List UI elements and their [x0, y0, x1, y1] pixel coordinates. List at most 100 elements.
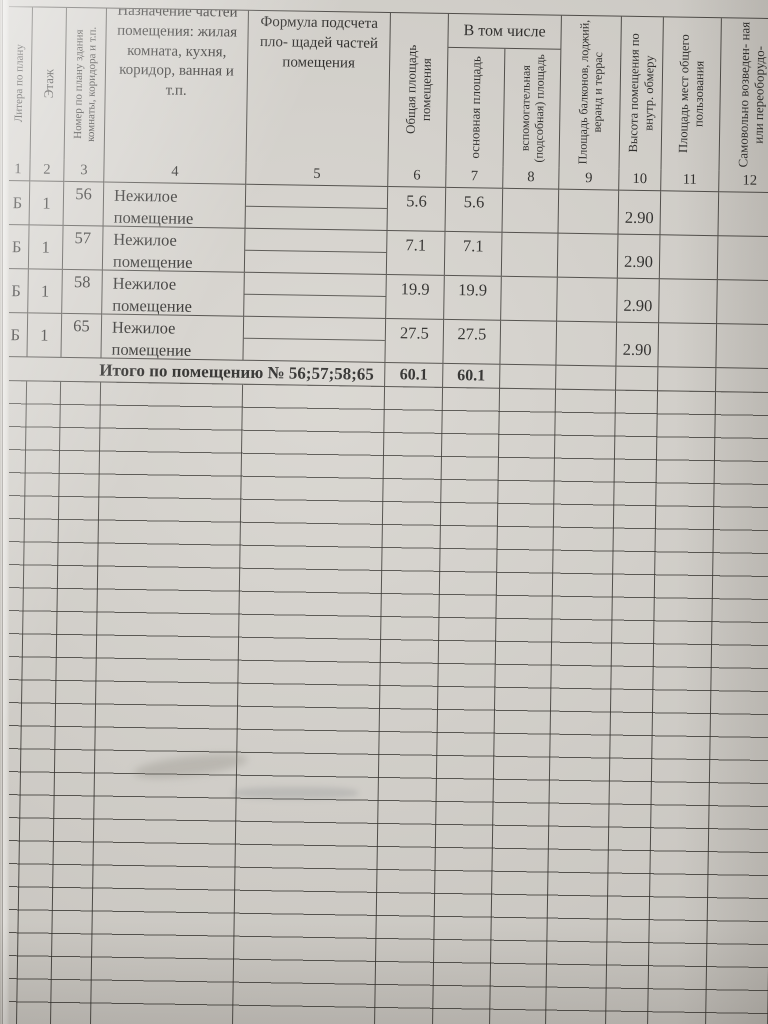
- total-common-area: [658, 367, 717, 393]
- cell-purpose: Нежилое помещение: [102, 270, 245, 317]
- header-formula-label: Формула подсчета пло- щадей частей помещ…: [259, 13, 379, 72]
- cell-unauthorized: [717, 280, 768, 326]
- cell-number: 58: [62, 269, 103, 315]
- header-floor: Этаж: [30, 7, 67, 160]
- cell-floor: 1: [29, 181, 65, 226]
- cell-unauthorized: [717, 236, 768, 282]
- ghost-bleedthrough-smudge: [233, 787, 358, 799]
- cell-number: 56: [63, 181, 105, 227]
- empty-col: [432, 387, 501, 1024]
- header-common-area-label: Площадь мест общего пользования: [675, 34, 706, 154]
- cell-formula: [245, 184, 389, 231]
- empty-col: [489, 388, 557, 1024]
- cell-main-area: 19.9: [444, 275, 502, 321]
- floor-areas-table: Литера по плану Этаж Номер по плану здан…: [0, 6, 768, 1024]
- page-edge-line: [2, 0, 3, 1024]
- header-unauthorized-label: Самовольно возведен- ная или переоборудо…: [734, 21, 767, 168]
- cell-floor: 1: [27, 313, 63, 358]
- cell-height: 2.90: [617, 234, 661, 280]
- header-group-including-label: В том числе: [448, 13, 562, 50]
- cell-floor: 1: [28, 269, 63, 314]
- cell-common-area: [659, 235, 719, 281]
- cell-height: 2.90: [618, 190, 662, 236]
- header-total-area-label: Общая площадь помещения: [402, 44, 434, 135]
- cell-common-area: [659, 279, 718, 325]
- col-num-9: 9: [559, 167, 620, 191]
- cell-balcony-area: [557, 277, 618, 323]
- header-purpose-label: Назначение частей помещения: жилая комна…: [117, 8, 238, 100]
- total-aux-area: [500, 364, 557, 390]
- cell-height: 2.90: [616, 322, 660, 368]
- header-room-number-label: Номер по плану здания комнаты, коридора …: [71, 26, 99, 142]
- cell-unauthorized: [718, 192, 768, 238]
- empty-col: [90, 382, 244, 1024]
- header-balcony-area: Площадь балконов, лоджий, веранд и терра…: [559, 15, 622, 169]
- col-num-3: 3: [64, 159, 105, 183]
- cell-common-area: [660, 191, 720, 237]
- header-aux-area: вспомогательная (подсобная) площадь: [503, 48, 562, 168]
- total-main-area: 60.1: [443, 363, 501, 389]
- cell-purpose-text: Нежилое помещение: [113, 185, 194, 228]
- col-num-5: 5: [246, 162, 389, 187]
- cell-aux-area: [500, 320, 558, 366]
- col-num-12: 12: [719, 170, 768, 194]
- empty-col: [545, 389, 617, 1024]
- cell-purpose: Нежилое помещение: [103, 182, 247, 229]
- empty-col: [232, 384, 386, 1024]
- col-num-6: 6: [388, 164, 447, 188]
- header-height: Высота помещения по внутр. обмеру: [619, 16, 664, 170]
- cell-balcony-area: [557, 233, 619, 279]
- empty-col: [647, 391, 717, 1024]
- cell-balcony-area: [556, 321, 618, 367]
- page-edge: [0, 0, 9, 1024]
- header-height-label: Высота помещения по внутр. обмеру: [625, 33, 656, 153]
- cell-total-area: 7.1: [386, 230, 446, 276]
- col-num-1: 1: [6, 158, 31, 182]
- cell-purpose: Нежилое помещение: [101, 314, 245, 361]
- cell-total-area: 5.6: [387, 186, 447, 232]
- table-header-row: Литера по плану Этаж Номер по плану здан…: [6, 7, 768, 172]
- col-num-7: 7: [446, 165, 504, 189]
- header-common-area: Площадь мест общего пользования: [661, 17, 722, 171]
- header-litera: Литера по плану: [6, 7, 33, 160]
- col-num-10: 10: [619, 168, 662, 192]
- header-main-area-label: основная площадь: [466, 56, 484, 159]
- cell-formula: [244, 272, 387, 319]
- header-room-number: Номер по плану здания комнаты, коридора …: [64, 7, 107, 161]
- cell-height: 2.90: [617, 278, 660, 324]
- cell-total-area: 27.5: [385, 318, 445, 364]
- cell-purpose-text: Нежилое помещение: [111, 317, 192, 360]
- empty-col: [374, 386, 444, 1024]
- cell-floor: 1: [28, 225, 64, 270]
- cell-formula: [244, 228, 388, 275]
- col-num-4: 4: [104, 160, 247, 185]
- cell-aux-area: [502, 188, 560, 234]
- cell-number: 65: [61, 313, 103, 359]
- cell-number: 57: [62, 225, 104, 271]
- empty-col: [705, 392, 768, 1024]
- empty-grid: [0, 380, 768, 1024]
- cell-main-area: 5.6: [445, 187, 504, 233]
- header-group-cells: основная площадь вспомогательная (подсоб…: [446, 47, 562, 168]
- header-unauthorized: Самовольно возведен- ная или переоборудо…: [719, 18, 768, 172]
- cell-main-area: 7.1: [444, 231, 503, 277]
- total-height: [616, 366, 659, 392]
- cell-purpose-text: Нежилое помещение: [112, 229, 193, 272]
- col-num-11: 11: [661, 169, 720, 193]
- cell-aux-area: [501, 276, 558, 322]
- total-balcony-area: [556, 365, 617, 391]
- header-main-area: основная площадь: [446, 47, 506, 167]
- header-total-area: Общая площадь помещения: [388, 13, 449, 166]
- total-total-area: 60.1: [385, 362, 444, 388]
- header-aux-area-label: вспомогательная (подсобная) площадь: [517, 54, 547, 163]
- col-num-2: 2: [30, 159, 65, 182]
- header-balcony-area-label: Площадь балконов, лоджий, веранд и терра…: [574, 19, 605, 165]
- cell-aux-area: [501, 232, 559, 278]
- header-formula: Формула подсчета пло- щадей частей помещ…: [246, 10, 391, 165]
- cell-litera: Б: [5, 180, 31, 226]
- cell-total-area: 19.9: [386, 274, 445, 320]
- cell-purpose: Нежилое помещение: [102, 226, 246, 273]
- header-purpose: Назначение частей помещения: жилая комна…: [104, 8, 249, 163]
- cell-unauthorized: [716, 324, 768, 370]
